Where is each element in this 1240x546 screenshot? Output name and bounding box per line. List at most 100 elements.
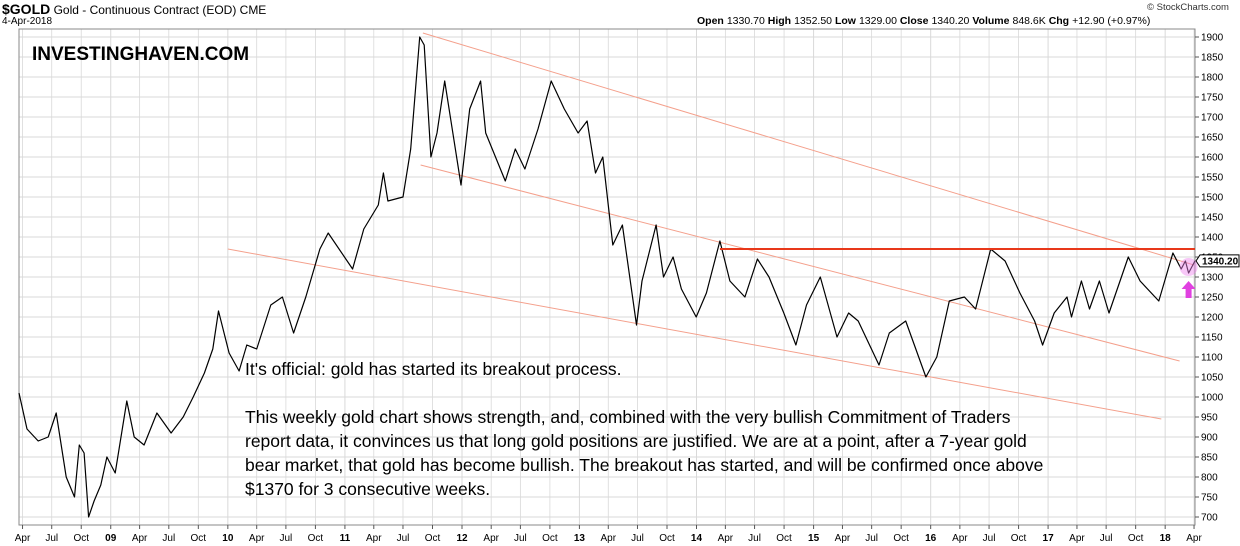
annotations [719,248,1198,298]
y-tick-label: 850 [1201,453,1218,464]
channel-line [422,32,1195,266]
y-tick-label: 1500 [1201,193,1224,204]
x-tick-label: Apr [835,533,851,544]
x-tick-label: Apr [601,533,617,544]
y-tick-label: 1600 [1201,153,1224,164]
x-tick-label: Oct [191,533,207,544]
y-tick-label: 1800 [1201,73,1224,84]
x-tick-label: 17 [1043,533,1055,544]
x-tick-label: Oct [73,533,89,544]
y-tick-label: 950 [1201,413,1218,424]
x-tick-label: Jul [631,533,644,544]
x-tick-label: Apr [132,533,148,544]
x-tick-label: Oct [308,533,324,544]
y-tick-label: 1300 [1201,273,1224,284]
last-price-label: 1340.20 [1202,256,1239,267]
high-label: High [767,15,792,27]
x-tick-label: Oct [1128,533,1144,544]
x-tick-label: Apr [483,533,499,544]
x-tick-label: 13 [574,533,586,544]
y-axis: 700 750 800 850 900 950 1000 1050 1100 1150 1200 12… [1195,33,1240,524]
y-tick-label: 1050 [1201,373,1224,384]
x-tick-label: 12 [456,533,468,544]
y-tick-label: 1000 [1201,393,1224,404]
y-tick-label: 1900 [1201,33,1224,44]
copyright-link[interactable]: © StockCharts.com [1147,2,1229,13]
chg-value: +12.90 (+0.97%) [1072,15,1151,27]
x-tick-label: Oct [542,533,558,544]
brand-watermark: INVESTINGHAVEN.COM [32,44,250,65]
x-tick-label: Jul [162,533,175,544]
y-tick-label: 900 [1201,433,1218,444]
chart-date: 4-Apr-2018 [2,16,53,27]
open-label: Open [697,15,724,27]
y-tick-label: 1200 [1201,313,1224,324]
x-tick-label: Apr [366,533,382,544]
x-tick-label: Apr [15,533,31,544]
x-tick-label: 15 [808,533,820,544]
symbol-description: Gold - Continuous Contract (EOD) CME [53,3,267,17]
x-tick-label: Apr [952,533,968,544]
x-tick-label: 09 [105,533,117,544]
x-tick-label: Jul [45,533,58,544]
symbol: $GOLD [2,1,51,17]
x-axis: Apr Jul Oct 09 Apr Jul Oct 10 Apr Jul Oct 11 Apr Jul O… [15,525,1202,544]
y-tick-label: 1550 [1201,173,1224,184]
y-tick-label: 1100 [1201,353,1223,364]
x-tick-label: Oct [893,533,909,544]
up-arrow-marker [1181,281,1196,298]
close-value: 1340.20 [931,15,970,27]
last-price-tag [1195,254,1240,268]
note-headline: It's official: gold has started its brea… [245,359,622,379]
y-tick-label: 1150 [1201,333,1223,344]
x-tick-label: Oct [425,533,441,544]
x-tick-label: Apr [249,533,265,544]
low-label: Low [834,15,856,27]
open-value: 1330.70 [726,15,765,27]
x-tick-label: Jul [397,533,410,544]
price-series [18,36,1196,518]
grid [19,29,1195,525]
channel-line [420,164,1180,362]
x-tick-label: 11 [340,533,351,544]
y-tick-label: 1750 [1201,93,1224,104]
channel-line [227,248,1162,420]
x-tick-label: 16 [925,533,937,544]
x-tick-label: Apr [1186,533,1202,544]
x-tick-label: Jul [983,533,996,544]
x-tick-label: 14 [691,533,703,544]
x-tick-label: 18 [1160,533,1172,544]
y-tick-label: 1450 [1201,213,1224,224]
y-tick-label: 750 [1201,493,1218,504]
y-tick-label: 1400 [1201,233,1224,244]
high-value: 1352.50 [794,15,833,27]
y-tick-label: 1700 [1201,113,1224,124]
x-tick-label: Oct [776,533,792,544]
x-tick-label: Apr [1069,533,1085,544]
y-tick-label: 1650 [1201,133,1224,144]
note-body: This weekly gold chart shows strength, a… [245,407,1044,499]
chart-symbol-line: $GOLD Gold - Continuous Contract (EOD) C… [2,1,266,17]
x-tick-label: 10 [222,533,234,544]
y-tick-label: 1250 [1201,293,1224,304]
x-tick-label: Jul [1100,533,1113,544]
x-tick-label: Oct [659,533,675,544]
x-tick-label: Jul [865,533,878,544]
chg-label: Chg [1048,15,1070,27]
x-tick-label: Jul [748,533,761,544]
x-tick-label: Jul [279,533,292,544]
volume-value: 848.6K [1012,15,1046,27]
channel-lines [227,32,1195,420]
low-value: 1329.00 [858,15,897,27]
volume-label: Volume [972,15,1010,27]
ohlc-readout: Open 1330.70 High 1352.50 Low 1329.00 Close… [697,15,1150,27]
close-label: Close [899,15,929,27]
price-line [18,36,1196,518]
y-tick-label: 700 [1201,513,1218,524]
y-tick-label: 800 [1201,473,1218,484]
y-tick-label: 1850 [1201,53,1224,64]
x-tick-label: Oct [1011,533,1027,544]
x-tick-label: Jul [514,533,527,544]
